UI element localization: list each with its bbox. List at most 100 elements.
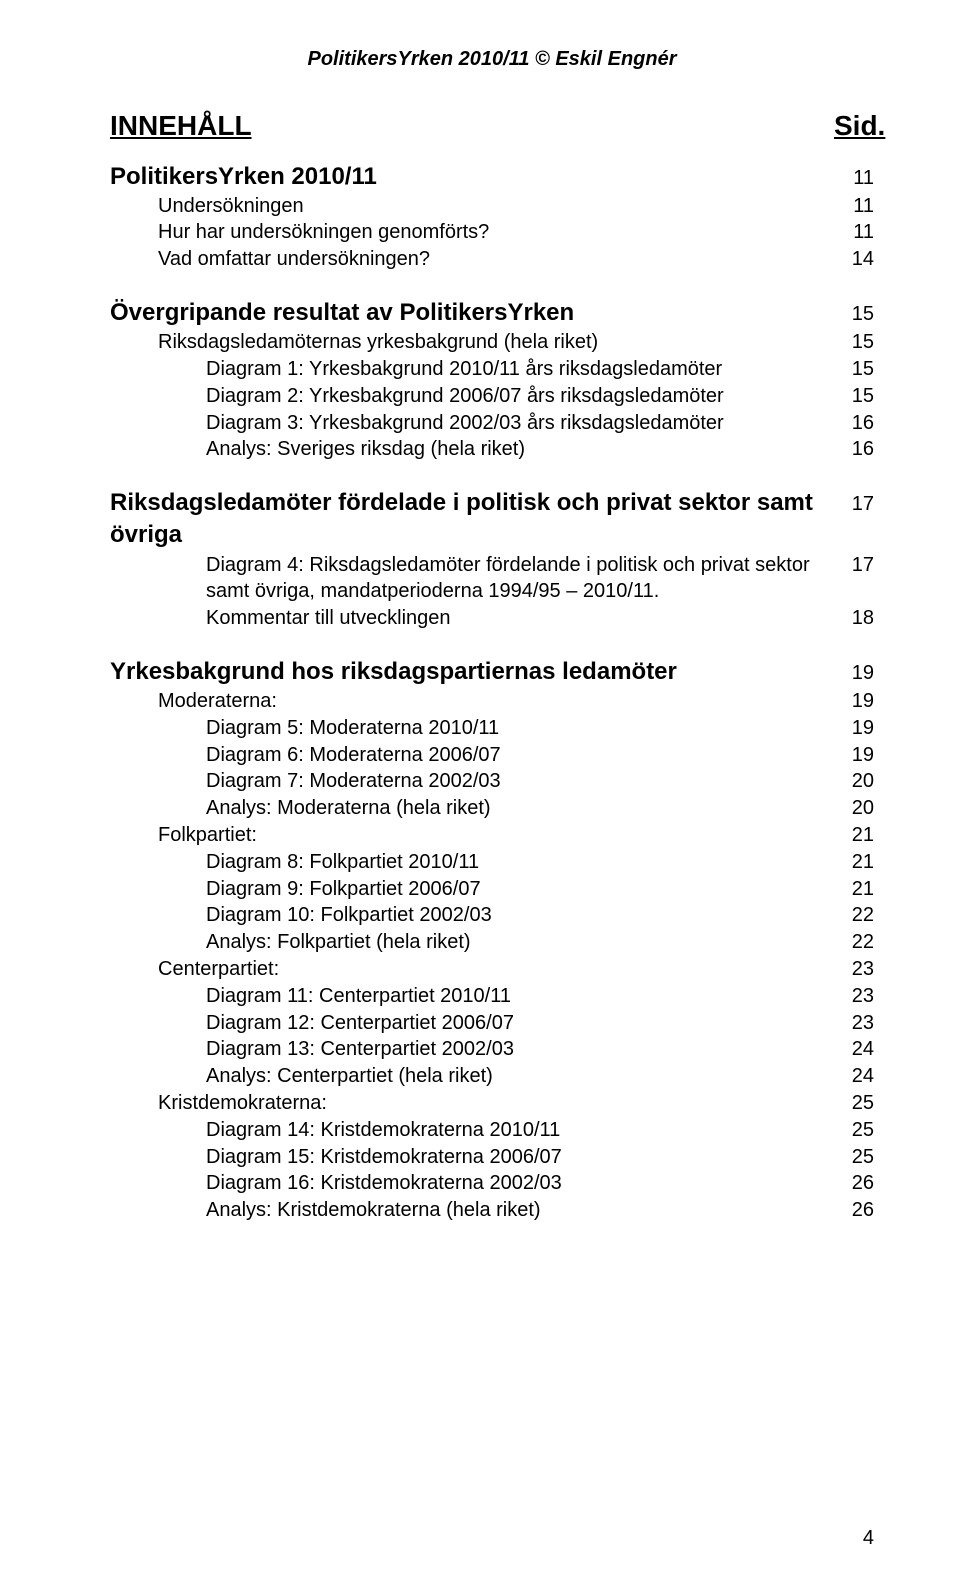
toc-entry-page: 16	[834, 436, 874, 463]
toc-section-heading: PolitikersYrken 2010/1111	[110, 161, 874, 193]
toc-entry: Diagram 12: Centerpartiet 2006/0723	[110, 1010, 874, 1037]
toc-heading-page: 15	[834, 301, 874, 328]
toc-entry: Analys: Kristdemokraterna (hela riket)26	[110, 1197, 874, 1224]
toc-entry-page: 11	[834, 219, 874, 246]
toc-entry-page: 22	[834, 902, 874, 929]
toc-heading-label: PolitikersYrken 2010/11	[110, 161, 834, 193]
toc-entry: Diagram 9: Folkpartiet 2006/0721	[110, 876, 874, 903]
toc-entry-page: 21	[834, 876, 874, 903]
toc-heading-label: Övergripande resultat av PolitikersYrken	[110, 297, 834, 329]
toc-entry-page: 19	[834, 742, 874, 769]
toc-entry-page: 19	[834, 715, 874, 742]
toc-entry-page: 15	[834, 329, 874, 356]
toc-section-heading: Yrkesbakgrund hos riksdagspartiernas led…	[110, 656, 874, 688]
toc-entry-label: Vad omfattar undersökningen?	[110, 246, 834, 273]
toc-entry-label: Riksdagsledamöternas yrkesbakgrund (hela…	[110, 329, 834, 356]
toc-entry-label: Diagram 11: Centerpartiet 2010/11	[110, 983, 834, 1010]
toc-entry: Analys: Moderaterna (hela riket)20	[110, 795, 874, 822]
toc-entry-page: 15	[834, 383, 874, 410]
toc-entry: Undersökningen11	[110, 193, 874, 220]
toc-entry-page: 25	[834, 1117, 874, 1144]
toc-entry: Centerpartiet:23	[110, 956, 874, 983]
toc-entry-label: Diagram 8: Folkpartiet 2010/11	[110, 849, 834, 876]
toc-entry-page: 26	[834, 1170, 874, 1197]
toc-entry-page: 26	[834, 1197, 874, 1224]
toc-entry-page: 22	[834, 929, 874, 956]
toc-entry-label: Analys: Moderaterna (hela riket)	[110, 795, 834, 822]
toc-entry: Moderaterna:19	[110, 688, 874, 715]
toc-entry: Diagram 4: Riksdagsledamöter fördelande …	[110, 552, 874, 606]
toc-entry-label: Hur har undersökningen genomförts?	[110, 219, 834, 246]
toc-entry-page: 17	[834, 552, 874, 579]
toc-entry-label: Folkpartiet:	[110, 822, 834, 849]
toc-entry-page: 23	[834, 983, 874, 1010]
toc-entry: Diagram 16: Kristdemokraterna 2002/0326	[110, 1170, 874, 1197]
page-number: 4	[863, 1527, 874, 1550]
toc-section: Riksdagsledamöter fördelade i politisk o…	[110, 487, 874, 632]
toc-entry-label: Diagram 2: Yrkesbakgrund 2006/07 års rik…	[110, 383, 834, 410]
toc-entry-page: 18	[834, 605, 874, 632]
toc-heading-label: Yrkesbakgrund hos riksdagspartiernas led…	[110, 656, 834, 688]
toc-entry: Diagram 8: Folkpartiet 2010/1121	[110, 849, 874, 876]
toc-entry: Riksdagsledamöternas yrkesbakgrund (hela…	[110, 329, 874, 356]
toc-heading-page: 19	[834, 660, 874, 687]
toc-entry-page: 21	[834, 822, 874, 849]
toc-entry: Diagram 6: Moderaterna 2006/0719	[110, 742, 874, 769]
toc-section: PolitikersYrken 2010/1111Undersökningen1…	[110, 161, 874, 274]
toc-heading-page: 17	[834, 491, 874, 518]
toc-entry-label: Moderaterna:	[110, 688, 834, 715]
toc-entry-page: 20	[834, 768, 874, 795]
toc-entry: Diagram 1: Yrkesbakgrund 2010/11 års rik…	[110, 356, 874, 383]
toc-entry-label: Undersökningen	[110, 193, 834, 220]
toc-entry-label: Centerpartiet:	[110, 956, 834, 983]
toc-entry: Vad omfattar undersökningen?14	[110, 246, 874, 273]
toc-entry-label: Diagram 6: Moderaterna 2006/07	[110, 742, 834, 769]
toc-entry-label: Analys: Kristdemokraterna (hela riket)	[110, 1197, 834, 1224]
toc-entry-page: 23	[834, 1010, 874, 1037]
toc-entry-page: 23	[834, 956, 874, 983]
toc-entry: Diagram 7: Moderaterna 2002/0320	[110, 768, 874, 795]
toc-entry: Analys: Centerpartiet (hela riket)24	[110, 1063, 874, 1090]
toc-entry-page: 24	[834, 1063, 874, 1090]
toc-entry-label: Diagram 16: Kristdemokraterna 2002/03	[110, 1170, 834, 1197]
toc-entry: Diagram 11: Centerpartiet 2010/1123	[110, 983, 874, 1010]
toc-entry-page: 11	[834, 193, 874, 220]
toc-entry-label: Diagram 5: Moderaterna 2010/11	[110, 715, 834, 742]
toc-entry-label: Diagram 14: Kristdemokraterna 2010/11	[110, 1117, 834, 1144]
toc-entry: Kommentar till utvecklingen18	[110, 605, 874, 632]
running-header: PolitikersYrken 2010/11 © Eskil Engnér	[110, 48, 874, 71]
toc-entry-page: 20	[834, 795, 874, 822]
toc-entry-label: Analys: Folkpartiet (hela riket)	[110, 929, 834, 956]
toc-body: PolitikersYrken 2010/1111Undersökningen1…	[110, 161, 874, 1224]
toc-section: Yrkesbakgrund hos riksdagspartiernas led…	[110, 656, 874, 1224]
toc-entry-label: Diagram 4: Riksdagsledamöter fördelande …	[110, 552, 834, 606]
toc-section-heading: Övergripande resultat av PolitikersYrken…	[110, 297, 874, 329]
toc-entry-label: Diagram 12: Centerpartiet 2006/07	[110, 1010, 834, 1037]
toc-entry-label: Diagram 9: Folkpartiet 2006/07	[110, 876, 834, 903]
toc-entry-page: 16	[834, 410, 874, 437]
toc-entry-page: 19	[834, 688, 874, 715]
toc-entry-label: Diagram 7: Moderaterna 2002/03	[110, 768, 834, 795]
toc-title: INNEHÅLL	[110, 107, 834, 145]
toc-entry: Diagram 5: Moderaterna 2010/1119	[110, 715, 874, 742]
toc-entry-label: Kommentar till utvecklingen	[110, 605, 834, 632]
toc-entry-label: Analys: Centerpartiet (hela riket)	[110, 1063, 834, 1090]
toc-entry-label: Diagram 3: Yrkesbakgrund 2002/03 års rik…	[110, 410, 834, 437]
toc-entry: Analys: Folkpartiet (hela riket)22	[110, 929, 874, 956]
toc-title-row: INNEHÅLL Sid.	[110, 107, 874, 145]
toc-entry-page: 14	[834, 246, 874, 273]
toc-entry: Diagram 14: Kristdemokraterna 2010/1125	[110, 1117, 874, 1144]
toc-entry: Diagram 2: Yrkesbakgrund 2006/07 års rik…	[110, 383, 874, 410]
toc-section-heading: Riksdagsledamöter fördelade i politisk o…	[110, 487, 874, 551]
toc-entry-page: 24	[834, 1036, 874, 1063]
toc-entry: Diagram 13: Centerpartiet 2002/0324	[110, 1036, 874, 1063]
toc-entry-label: Diagram 10: Folkpartiet 2002/03	[110, 902, 834, 929]
toc-entry: Diagram 3: Yrkesbakgrund 2002/03 års rik…	[110, 410, 874, 437]
toc-title-page-label: Sid.	[834, 107, 874, 145]
toc-entry: Hur har undersökningen genomförts?11	[110, 219, 874, 246]
toc-entry-page: 25	[834, 1144, 874, 1171]
toc-entry-label: Kristdemokraterna:	[110, 1090, 834, 1117]
toc-heading-page: 11	[834, 165, 874, 192]
toc-entry-label: Diagram 15: Kristdemokraterna 2006/07	[110, 1144, 834, 1171]
toc-entry: Diagram 15: Kristdemokraterna 2006/0725	[110, 1144, 874, 1171]
